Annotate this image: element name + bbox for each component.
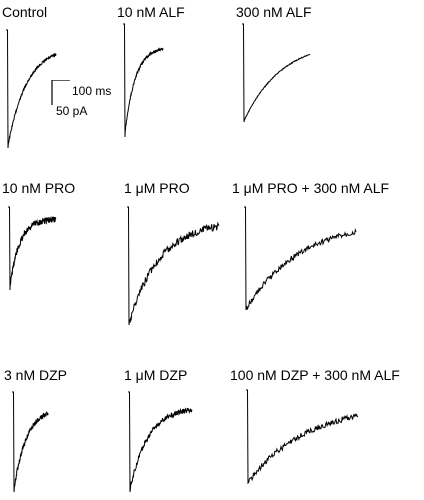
trace-pro1um-alf300 bbox=[244, 206, 357, 311]
scale-bar-current-label: 50 pA bbox=[56, 104, 88, 118]
panel-label-dzp1um: 1 μM DZP bbox=[124, 367, 188, 383]
trace-alf10 bbox=[123, 23, 164, 138]
scale-bar bbox=[51, 80, 70, 105]
trace-control bbox=[6, 29, 57, 149]
trace-dzp3 bbox=[12, 391, 49, 493]
current-trace-line bbox=[246, 389, 359, 485]
current-trace-line bbox=[6, 29, 57, 149]
panel-label-dzp3: 3 nM DZP bbox=[4, 367, 68, 383]
scale-bar-time-label: 100 ms bbox=[72, 84, 112, 98]
panel-label-alf10: 10 nM ALF bbox=[117, 4, 185, 20]
panel-label-pro1um-alf300: 1 μM PRO + 300 nM ALF bbox=[232, 180, 390, 196]
panel-label-dzp100-alf300: 100 nM DZP + 300 nM ALF bbox=[230, 367, 400, 383]
current-trace-line bbox=[128, 391, 193, 493]
current-trace-line bbox=[127, 206, 220, 326]
current-trace-line bbox=[12, 391, 49, 493]
current-trace-line bbox=[242, 23, 311, 123]
panel-label-pro10: 10 nM PRO bbox=[2, 180, 76, 196]
trace-pro1um bbox=[127, 206, 220, 326]
trace-pro10 bbox=[8, 206, 57, 291]
current-trace-line bbox=[123, 23, 164, 138]
current-trace-line bbox=[244, 206, 357, 311]
panel-label-control: Control bbox=[2, 4, 48, 20]
current-trace-line bbox=[8, 206, 57, 291]
trace-dzp100-alf300 bbox=[246, 389, 359, 485]
trace-dzp1um bbox=[128, 391, 193, 493]
panel-label-alf300: 300 nM ALF bbox=[236, 4, 312, 20]
trace-alf300 bbox=[242, 23, 311, 123]
panel-label-pro1um: 1 μM PRO bbox=[124, 180, 190, 196]
